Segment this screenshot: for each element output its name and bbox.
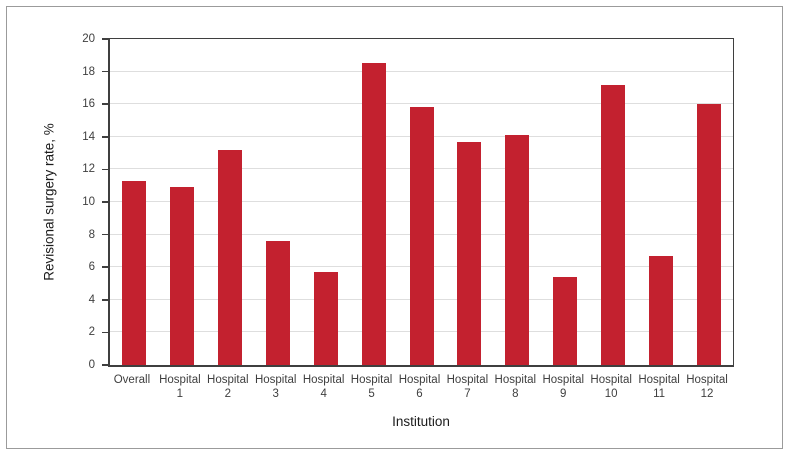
- x-tick-label: Hospital 4: [302, 374, 345, 400]
- x-tick-label: Overall: [113, 374, 151, 386]
- y-tick: [102, 364, 108, 366]
- x-tick-label: Hospital 12: [686, 374, 728, 400]
- y-tick-label: 12: [82, 163, 95, 176]
- x-tick-label: Hospital 11: [638, 374, 680, 400]
- bar: [649, 255, 674, 365]
- y-tick: [102, 331, 108, 334]
- y-tick-label: 4: [88, 293, 95, 306]
- bar: [169, 187, 194, 365]
- bar: [457, 141, 482, 365]
- y-tick-label: 14: [82, 130, 95, 143]
- x-tick-label: Hospital 10: [590, 374, 632, 400]
- y-tick: [102, 266, 108, 268]
- x-axis: Overall Hospital 1 Hospital 2 Hospital 3 Hos…: [108, 373, 734, 405]
- bar: [505, 135, 530, 365]
- x-tick-label: Hospital 2: [207, 374, 249, 400]
- y-tick: [102, 168, 108, 171]
- y-tick: [102, 103, 108, 105]
- x-tick-label: Hospital 3: [254, 374, 297, 400]
- y-tick: [102, 70, 108, 73]
- x-tick-label: Hospital 6: [398, 374, 441, 400]
- bar: [121, 180, 146, 365]
- y-tick-label: 2: [88, 326, 95, 339]
- x-tick-label: Hospital 8: [494, 374, 537, 400]
- x-tick-label: Hospital 9: [542, 374, 585, 400]
- y-tick-label: 18: [82, 65, 95, 78]
- bar: [265, 241, 290, 365]
- plot-area: [108, 38, 734, 367]
- y-tick: [102, 38, 108, 40]
- y-tick-label: 20: [82, 33, 95, 45]
- bar: [361, 63, 386, 365]
- y-tick: [102, 299, 108, 301]
- y-tick-label: 10: [82, 196, 95, 208]
- x-tick-label: Hospital 5: [350, 374, 393, 400]
- y-tick: [102, 233, 108, 236]
- x-tick-label: Hospital 1: [159, 374, 201, 400]
- bar: [313, 272, 338, 365]
- y-tick-label: 0: [88, 359, 95, 371]
- bar: [697, 104, 722, 365]
- gridline: [110, 103, 733, 105]
- gridline: [110, 70, 733, 72]
- x-axis-title: Institution: [392, 414, 450, 429]
- x-tick-label: Hospital 7: [446, 374, 489, 400]
- bar: [409, 107, 434, 365]
- y-tick-label: 6: [88, 261, 95, 274]
- y-axis: 0 2 4 6 8 10 12 14 16 18 20: [0, 33, 108, 371]
- y-tick: [102, 136, 108, 138]
- bar: [553, 276, 578, 365]
- y-tick-label: 8: [88, 228, 95, 241]
- bar: [601, 84, 626, 365]
- bar: [217, 149, 242, 365]
- y-tick: [102, 201, 108, 203]
- y-tick-label: 16: [82, 98, 95, 111]
